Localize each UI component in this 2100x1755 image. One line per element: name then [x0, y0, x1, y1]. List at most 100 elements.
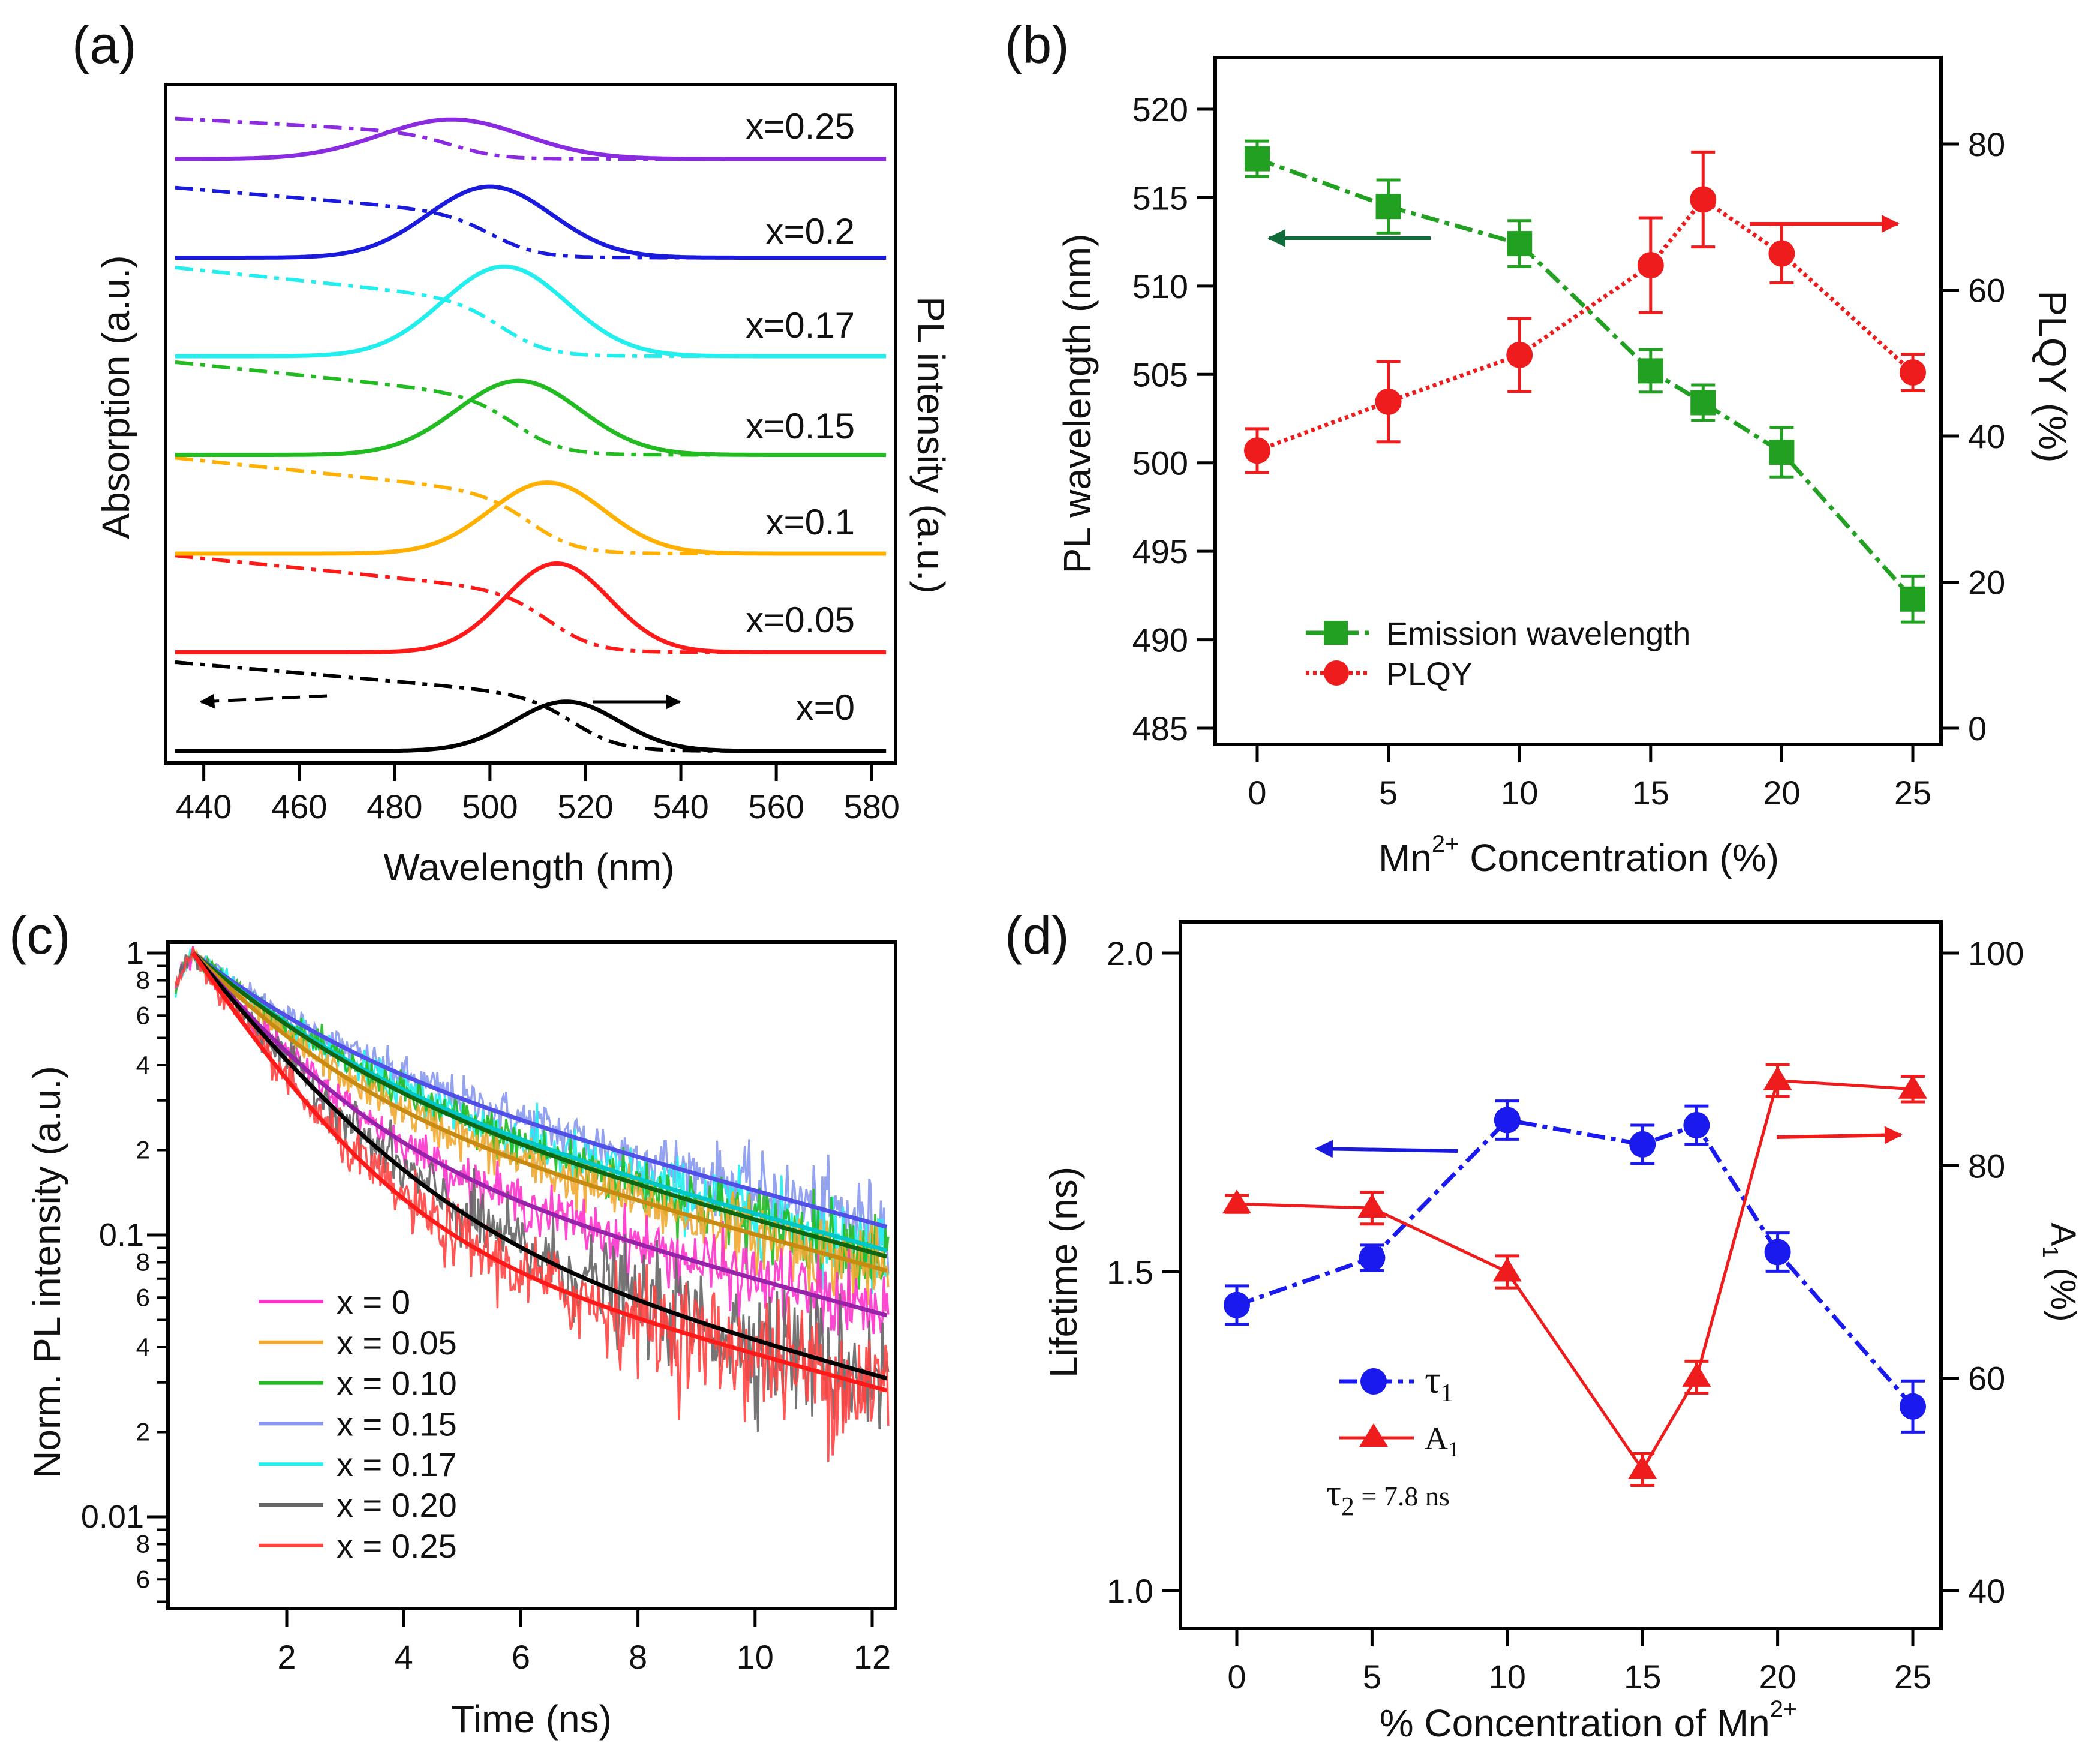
legend-marker-tau1: [1360, 1368, 1387, 1395]
b-ytick-label: 490: [1132, 621, 1188, 659]
legend-marker-a1: [1359, 1423, 1388, 1447]
b-ytick-label: 510: [1132, 268, 1188, 305]
a-xlabel: Wavelength (nm): [384, 846, 675, 889]
b-point-circle: [1506, 341, 1533, 368]
c-ytick-minor-label: 4: [136, 1333, 150, 1361]
b-point-square: [1507, 231, 1533, 257]
c-decay-data: [175, 951, 890, 1432]
b-ylabel: PL wavelength (nm): [1056, 234, 1099, 574]
b-point-circle: [1900, 359, 1926, 386]
d-xtick-label: 20: [1759, 1658, 1796, 1696]
b-xtick-label: 20: [1763, 774, 1800, 812]
b-point-circle: [1244, 437, 1270, 464]
d-point-circle: [1224, 1291, 1250, 1318]
d-left-axis-arrow: [1315, 1140, 1458, 1158]
legend-marker-emission: [1324, 621, 1348, 645]
b-ytick-label: 485: [1132, 710, 1188, 747]
c-xlabel: Time (ns): [451, 1697, 612, 1741]
d-xtick-label: 0: [1227, 1658, 1246, 1696]
d-xtick-label: 25: [1894, 1658, 1931, 1696]
c-ytick-label: 0.01: [81, 1499, 144, 1535]
c-ytick-minor-label: 2: [136, 1136, 150, 1164]
d-point-triangle: [1222, 1189, 1251, 1214]
c-ytick-label: 0.1: [99, 1217, 144, 1253]
c-ytick-minor-label: 8: [136, 1248, 150, 1276]
c-ytick-minor-label: 6: [136, 1565, 150, 1593]
c-decay-fit: [191, 951, 888, 1318]
a-y2label: PL intensity (a.u.): [909, 296, 953, 594]
a-absorption-curve: [175, 660, 887, 753]
b-xtick-label: 25: [1894, 774, 1931, 812]
legend-label-plqy: PLQY: [1386, 656, 1473, 692]
b-point-circle: [1375, 388, 1402, 415]
d-ytick-label: 1.0: [1107, 1572, 1153, 1610]
b-y2tick-label: 20: [1968, 564, 2005, 602]
a-ylabel: Absorption (a.u.): [94, 255, 137, 539]
c-ylabel: Norm. PL intensity (a.u.): [25, 1066, 68, 1478]
b-point-square: [1375, 194, 1401, 220]
d-xtick-label: 15: [1624, 1658, 1661, 1696]
c-ytick-minor-label: 4: [136, 1051, 150, 1079]
a-absorption-arrow: [199, 693, 328, 709]
d-xtick-label: 10: [1489, 1658, 1526, 1696]
a-xtick-label: 520: [557, 788, 613, 825]
a-xtick-label: 500: [462, 788, 518, 825]
d-y2tick-label: 40: [1968, 1572, 2005, 1610]
d-xtick-label: 5: [1363, 1658, 1381, 1696]
d-ylabel: Lifetime (ns): [1042, 1167, 1085, 1378]
d-line-0: [1236, 1117, 1915, 1408]
a-xtick-label: 440: [176, 788, 232, 825]
d-point-circle: [1683, 1112, 1710, 1139]
a-series-label: x=0.17: [746, 305, 855, 345]
b-point-square: [1638, 358, 1663, 384]
d-y2tick-label: 60: [1968, 1360, 2005, 1398]
b-xtick-label: 5: [1379, 774, 1398, 812]
a-xtick-label: 480: [366, 788, 422, 825]
a-pl-curve: [175, 480, 887, 556]
c-legend-label: x = 0.15: [337, 1405, 457, 1443]
d-point-triangle: [1492, 1257, 1522, 1282]
a-pl-curve: [175, 264, 887, 359]
c-ytick-minor-label: 6: [136, 1001, 150, 1029]
c-xtick-label: 12: [854, 1638, 891, 1676]
c-decay-fit: [191, 951, 888, 1273]
a-xtick-label: 540: [653, 788, 708, 825]
b-y2tick-label: 0: [1968, 710, 1987, 747]
d-point-triangle: [1898, 1074, 1927, 1099]
panel-label-a: (a): [72, 15, 137, 74]
c-decay-fit: [191, 951, 888, 1259]
a-xtick-label: 460: [271, 788, 327, 825]
b-ytick-label: 520: [1132, 91, 1188, 128]
legend-label-tau1: τ1: [1425, 1358, 1453, 1407]
a-series-label: x=0.05: [746, 600, 855, 640]
b-legend: Emission wavelength PLQY: [1306, 616, 1690, 692]
c-ytick-label: 1: [126, 935, 144, 971]
c-xtick-label: 10: [737, 1638, 774, 1676]
d-y2tick-label: 80: [1968, 1147, 2005, 1185]
b-y2tick-label: 80: [1968, 125, 2005, 163]
c-xtick-label: 8: [629, 1638, 647, 1676]
d-plot-frame: [1179, 920, 1943, 1630]
b-point-square: [1690, 390, 1716, 416]
a-pl-curve: [175, 184, 887, 260]
panel-label-c: (c): [9, 906, 71, 965]
c-decay-data: [174, 951, 890, 1274]
b-point-square: [1245, 146, 1270, 172]
a-series-label: x=0.1: [766, 502, 855, 542]
c-legend-label: x = 0.17: [337, 1446, 457, 1483]
b-point-square: [1900, 586, 1925, 612]
c-decay-fit: [191, 951, 888, 1229]
a-series-label: x=0: [796, 687, 855, 728]
d-point-triangle: [1682, 1362, 1711, 1387]
panel-label-b: (b): [1005, 15, 1069, 74]
d-point-circle: [1764, 1239, 1791, 1266]
d-point-triangle: [1763, 1066, 1792, 1090]
c-ytick-minor-label: 2: [136, 1418, 150, 1446]
a-pl-curve: [175, 378, 887, 457]
tau2-annotation: τ2 = 7.8 ns: [1326, 1473, 1450, 1521]
d-line-1: [1236, 1078, 1913, 1472]
b-y2label: PLQY (%): [2031, 291, 2074, 463]
a-xtick-label: 560: [748, 788, 804, 825]
panel-label-d: (d): [1005, 906, 1069, 965]
